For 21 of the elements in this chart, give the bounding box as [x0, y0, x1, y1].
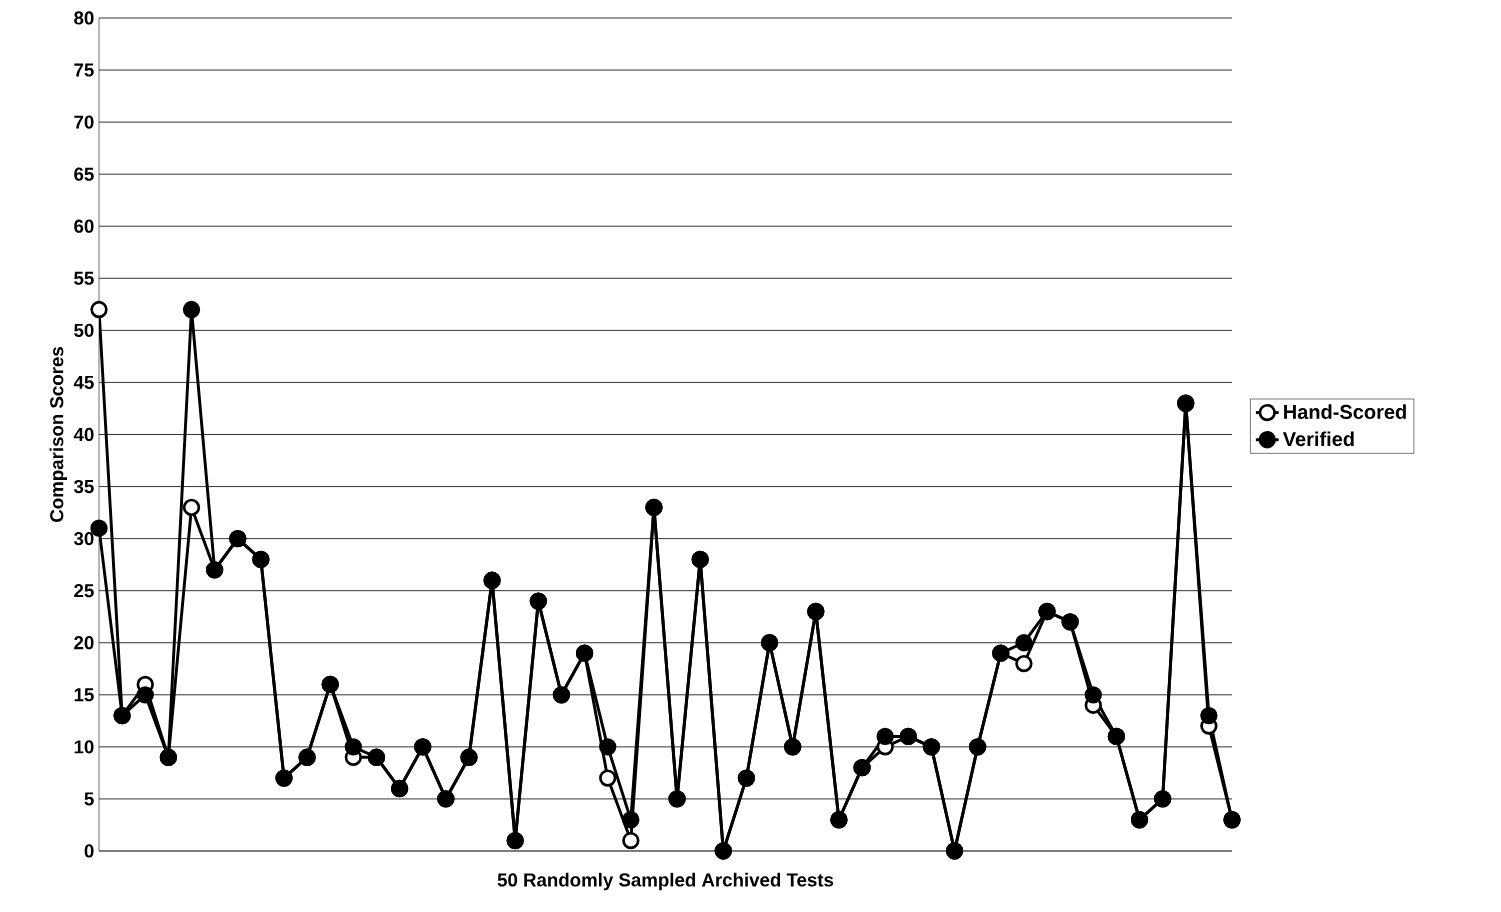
y-tick-label: 65	[74, 167, 94, 181]
y-tick-label: 80	[74, 11, 94, 25]
y-tick-label: 55	[74, 271, 94, 285]
y-tick-label: 50	[74, 323, 94, 337]
y-tick-label: 30	[73, 531, 94, 546]
y-tick-label: 35	[73, 479, 94, 494]
legend-label: Verified	[1282, 431, 1354, 447]
y-tick-label: 70	[74, 115, 94, 129]
y-tick-label: 0	[84, 844, 94, 858]
y-tick-label: 40	[73, 427, 94, 442]
y-tick-label: 75	[74, 63, 94, 77]
y-tick-label: 20	[74, 636, 94, 650]
y-tick-label: 45	[73, 375, 94, 389]
legend-label: Hand-Scored	[1284, 404, 1406, 420]
y-tick-label: 60	[74, 219, 94, 233]
y-tick-label: 5	[84, 792, 94, 806]
x-axis-title: 50 Randomly Sampled Archived Tests	[497, 872, 834, 891]
y-tick-label: 25	[74, 584, 94, 598]
y-tick-label: 15	[74, 688, 94, 702]
y-axis-title: Comparison Scores	[49, 347, 68, 522]
y-tick-label: 10	[74, 740, 94, 754]
